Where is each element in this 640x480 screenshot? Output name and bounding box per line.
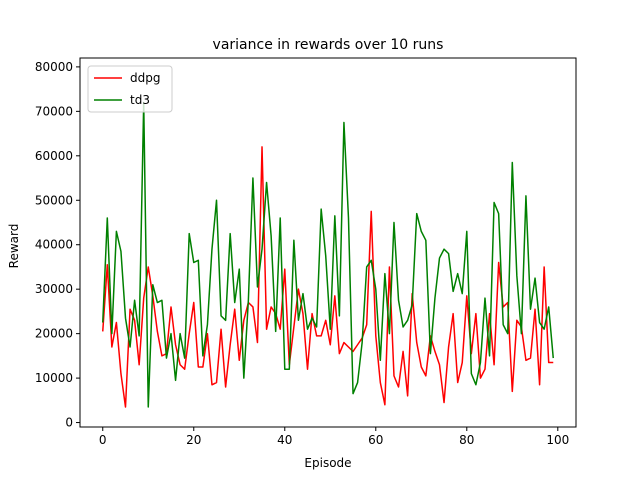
legend-label-td3: td3	[130, 93, 150, 107]
y-tick-label: 70000	[35, 104, 73, 118]
chart-title: variance in rewards over 10 runs	[213, 37, 444, 53]
x-tick-label: 0	[99, 433, 107, 447]
x-tick-label: 40	[277, 433, 292, 447]
y-tick-label: 0	[65, 416, 73, 430]
y-tick-label: 50000	[35, 193, 73, 207]
y-tick-label: 80000	[35, 60, 73, 74]
x-tick-label: 80	[459, 433, 474, 447]
x-tick-label: 20	[186, 433, 201, 447]
x-tick-label: 100	[546, 433, 569, 447]
y-tick-label: 40000	[35, 238, 73, 252]
legend: ddpg td3	[88, 66, 172, 112]
x-tick-label: 60	[368, 433, 383, 447]
y-tick-label: 60000	[35, 149, 73, 163]
x-axis-label: Episode	[304, 456, 351, 470]
y-tick-label: 20000	[35, 327, 73, 341]
legend-label-ddpg: ddpg	[130, 71, 160, 85]
y-tick-label: 10000	[35, 371, 73, 385]
y-axis-label: Reward	[7, 224, 21, 269]
y-tick-label: 30000	[35, 282, 73, 296]
